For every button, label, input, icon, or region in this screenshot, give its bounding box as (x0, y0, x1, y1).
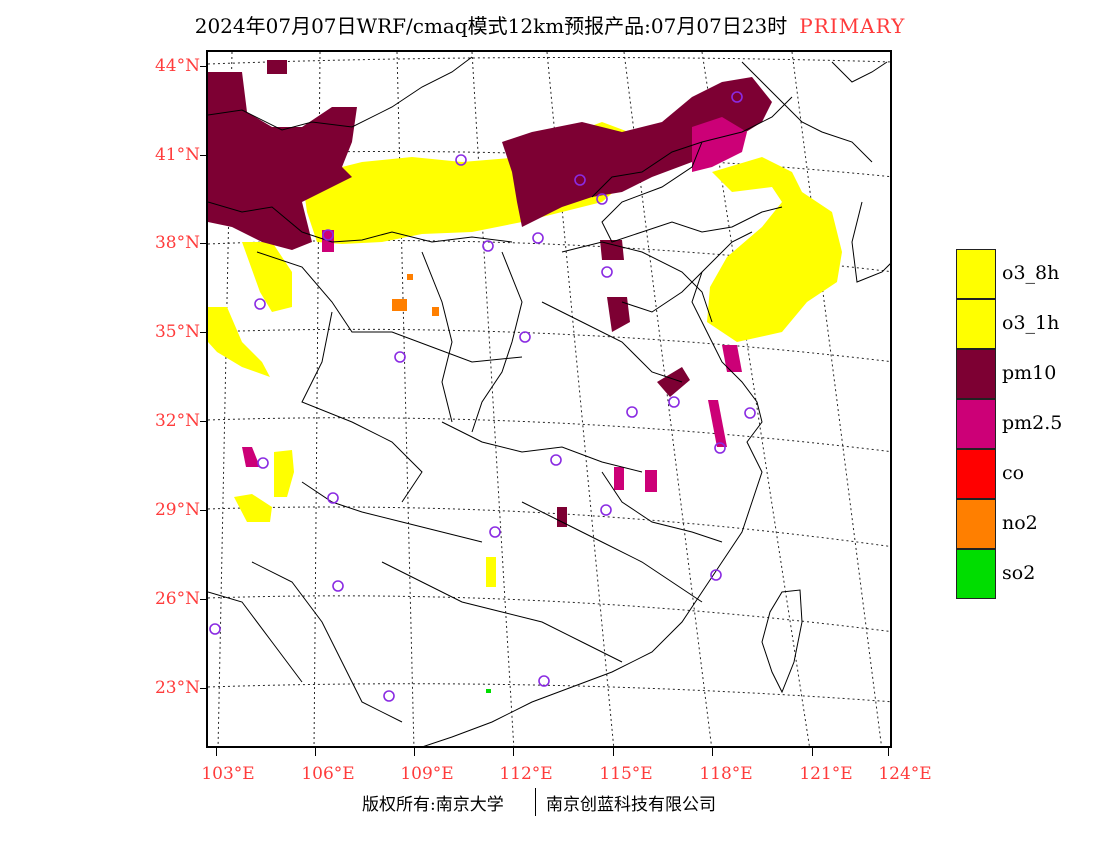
company-text: 南京创蓝科技有限公司 (546, 795, 716, 815)
station-markers (209, 91, 756, 702)
legend-label: so2 (1002, 562, 1036, 584)
boundaries (208, 56, 888, 723)
legend-item: o3_1h (956, 299, 1100, 349)
legend-swatch-so2 (956, 549, 996, 599)
lat-label-32: 32°N (154, 411, 200, 431)
lon-label-109: 109°E (400, 764, 454, 784)
pm10-field (208, 60, 772, 527)
legend-item: o3_8h (956, 249, 1100, 299)
legend-swatch-co (956, 449, 996, 499)
lat-tick (200, 421, 208, 422)
legend-label: pm10 (1002, 362, 1057, 384)
lat-label-23: 23°N (154, 678, 200, 698)
map-canvas (208, 52, 890, 746)
legend-label: pm2.5 (1002, 412, 1063, 434)
lon-tick (613, 748, 614, 756)
lat-tick (200, 332, 208, 333)
lat-tick (200, 688, 208, 689)
no2-field (392, 274, 439, 316)
lon-tick (712, 748, 713, 756)
lon-label-103: 103°E (201, 764, 255, 784)
pm25-field (242, 117, 747, 492)
legend-swatch-o3-1h (956, 299, 996, 349)
lat-label-26: 26°N (154, 589, 200, 609)
legend-swatch-pm25 (956, 399, 996, 449)
lon-tick (513, 748, 514, 756)
lat-label-41: 41°N (154, 145, 200, 165)
legend-label: co (1002, 462, 1025, 484)
legend-label: no2 (1002, 512, 1038, 534)
lat-label-44: 44°N (154, 56, 200, 76)
copyright-text: 版权所有:南京大学 (362, 795, 504, 815)
legend-item: pm2.5 (956, 399, 1100, 449)
lat-tick (200, 510, 208, 511)
lon-tick (812, 748, 813, 756)
lat-tick (200, 243, 208, 244)
lon-label-106: 106°E (301, 764, 355, 784)
lat-label-35: 35°N (154, 322, 200, 342)
legend-item: pm10 (956, 349, 1100, 399)
legend-label: o3_8h (1002, 262, 1060, 284)
lat-label-29: 29°N (154, 500, 200, 520)
legend-item: co (956, 449, 1100, 499)
footer-divider (535, 788, 536, 816)
lon-tick (216, 748, 217, 756)
product-label: PRIMARY (799, 14, 906, 38)
lon-label-121: 121°E (799, 764, 853, 784)
map-title: 2024年07月07日WRF/cmaq模式12km预报产品:07月07日23时 P… (0, 10, 1100, 39)
legend-swatch-o3-8h (956, 249, 996, 299)
lat-label-38: 38°N (154, 233, 200, 253)
lat-tick (200, 599, 208, 600)
lon-label-118: 118°E (699, 764, 753, 784)
coastline (423, 141, 890, 746)
legend-swatch-no2 (956, 499, 996, 549)
lon-label-112: 112°E (499, 764, 553, 784)
legend-label: o3_1h (1002, 312, 1060, 334)
lon-label-124: 124°E (878, 764, 932, 784)
lon-tick (888, 748, 889, 756)
lon-label-115: 115°E (599, 764, 653, 784)
legend-swatch-pm10 (956, 349, 996, 399)
lon-tick (315, 748, 316, 756)
map-area[interactable] (206, 50, 892, 748)
so2-field (486, 689, 491, 693)
legend-item: so2 (956, 549, 1100, 599)
lat-tick (200, 66, 208, 67)
legend-item: no2 (956, 499, 1100, 549)
lon-tick (414, 748, 415, 756)
lat-tick (200, 155, 208, 156)
title-text: 2024年07月07日WRF/cmaq模式12km预报产品:07月07日23时 (194, 14, 788, 38)
